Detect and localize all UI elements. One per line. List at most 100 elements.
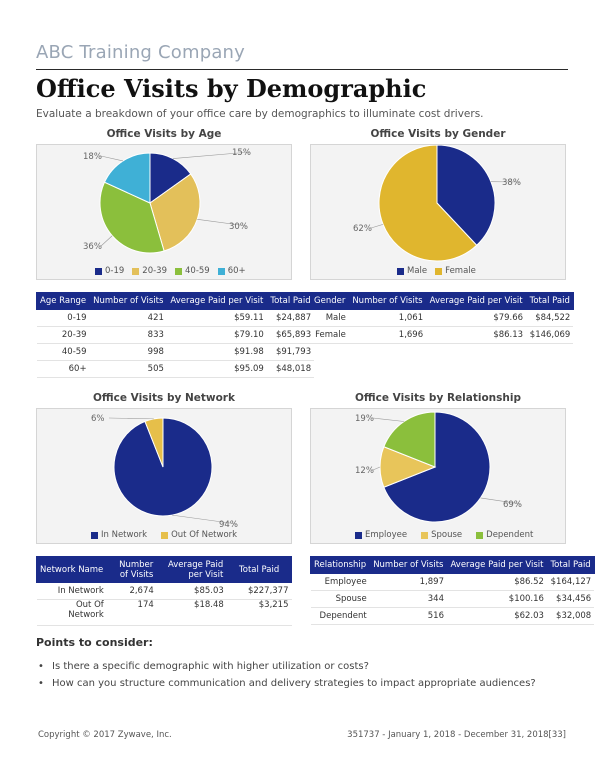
table-cell: $91,793: [266, 343, 315, 361]
pie-slice-20-39: [149, 173, 201, 252]
table-cell: Employee: [310, 573, 370, 591]
gender-chart-panel: 38% 62% Male Female: [310, 144, 566, 280]
leader-line: [372, 417, 405, 422]
legend-swatch: [95, 267, 102, 275]
column-header: Number of Visits: [348, 292, 427, 310]
table-cell: 20-39: [36, 326, 90, 344]
legend-swatch: [132, 267, 140, 275]
legend-item: In Network: [91, 530, 147, 540]
relationship-legend: Employee Spouse Dependent: [355, 530, 533, 540]
legend-swatch: [161, 531, 169, 539]
table-header-row: Network Name Number of Visits Average Pa…: [35, 556, 292, 583]
leader-line: [172, 151, 251, 159]
slice-label: 6%: [91, 414, 105, 424]
slice-label: 69%: [503, 500, 522, 510]
points-list: Is there a specific demographic with hig…: [36, 658, 536, 692]
column-header: Relationship: [309, 556, 371, 574]
table-row: Dependent 516 $62.03 $32,008: [310, 607, 595, 625]
network-table: Network Name Number of Visits Average Pa…: [35, 556, 292, 626]
age-pie-chart: 15% 30% 36% 18%: [83, 148, 251, 254]
table-row: In Network 2,674 $85.03 $227,377: [36, 582, 292, 600]
column-header: Total Paid: [525, 292, 574, 310]
legend-item: Spouse: [421, 530, 462, 540]
table-header-row: Gender Number of Visits Average Paid per…: [309, 292, 574, 310]
column-header: Total Paid: [546, 556, 595, 574]
table-row: 20-39 833 $79.10 $65,893: [36, 326, 315, 344]
column-header: Average Paid per Visit: [446, 556, 548, 574]
legend-item: 20-39: [132, 266, 167, 276]
legend-label: Female: [445, 266, 476, 276]
legend-label: Out Of Network: [171, 530, 238, 540]
table-cell: 2,674: [106, 582, 157, 600]
relationship-chart-title: Office Visits by Relationship: [354, 392, 521, 404]
table-cell: $48,018: [266, 360, 315, 378]
table-row: Out Of Network 174 $18.48 $3,215: [36, 599, 292, 626]
table-row: Female 1,696 $86.13 $146,069: [310, 326, 574, 344]
table-cell: Male: [310, 309, 349, 327]
legend-label: Dependent: [486, 530, 534, 540]
legend-item: Female: [435, 266, 476, 276]
table-cell: 174: [106, 599, 157, 626]
legend-item: Employee: [355, 530, 407, 540]
legend-swatch: [355, 531, 362, 539]
legend-label: In Network: [101, 530, 148, 540]
table-cell: In Network: [36, 582, 107, 600]
legend-item: Male: [397, 266, 427, 276]
table-cell: Dependent: [310, 607, 370, 625]
column-header: Age Range: [35, 292, 91, 310]
slice-label: 36%: [83, 242, 102, 252]
table-cell: 0-19: [36, 309, 90, 327]
leader-line: [172, 514, 238, 525]
table-row: Spouse 344 $100.16 $34,456: [310, 590, 595, 608]
age-table: Age Range Number of Visits Average Paid …: [35, 292, 315, 378]
pie-slice-60-: [103, 152, 151, 204]
table-cell: $100.16: [446, 590, 547, 608]
leader-line: [197, 219, 248, 227]
column-header: Number of Visits: [369, 556, 448, 574]
legend-item: 0-19: [95, 266, 124, 276]
page-title: Office Visits by Demographic: [36, 74, 427, 103]
relationship-pie-chart: 69% 12% 19%: [355, 411, 522, 523]
age-chart-panel: 15% 30% 36% 18% 0-19 20-39 40-59 60+: [36, 144, 292, 280]
legend-swatch: [435, 267, 443, 275]
table-cell: $59.11: [166, 309, 267, 327]
footer-copyright: Copyright © 2017 Zywave, Inc.: [38, 730, 172, 740]
network-legend: In Network Out Of Network: [91, 530, 237, 540]
table-header-row: Relationship Number of Visits Average Pa…: [309, 556, 595, 574]
table-cell: 1,061: [348, 309, 427, 327]
table-cell: $79.66: [426, 309, 527, 327]
table-row: Male 1,061 $79.66 $84,522: [310, 309, 574, 327]
age-chart-title: Office Visits by Age: [106, 128, 222, 140]
legend-swatch: [217, 267, 225, 275]
table-cell: $79.10: [166, 326, 267, 344]
slice-label: 38%: [502, 178, 521, 188]
table-cell: $95.09: [166, 360, 267, 378]
legend-label: Employee: [365, 530, 408, 540]
pie-slice-out-of-network: [144, 417, 164, 468]
table-cell: Female: [310, 326, 349, 344]
table-row: Employee 1,897 $86.52 $164,127: [310, 573, 595, 591]
table-cell: $34,456: [546, 590, 595, 608]
page-subtitle: Evaluate a breakdown of your office care…: [36, 108, 484, 120]
table-cell: 516: [369, 607, 447, 625]
leader-line: [100, 235, 113, 247]
pie-slice-0-19: [149, 152, 192, 204]
legend-swatch: [421, 531, 429, 539]
table-cell: $91.98: [166, 343, 267, 361]
column-header: Total Paid: [226, 556, 292, 583]
table-cell: $164,127: [546, 573, 595, 591]
pie-slice-female: [378, 145, 478, 262]
legend-label: 60+: [227, 266, 246, 276]
column-header: Number of Visits: [89, 292, 168, 310]
table-row: 60+ 505 $95.09 $48,018: [36, 360, 315, 378]
network-chart-title: Office Visits by Network: [93, 392, 235, 404]
table-header-row: Age Range Number of Visits Average Paid …: [35, 292, 315, 310]
age-legend: 0-19 20-39 40-59 60+: [95, 266, 246, 276]
slice-label: 19%: [355, 414, 374, 424]
slice-label: 94%: [219, 520, 238, 530]
table-cell: $32,008: [546, 607, 595, 625]
leader-line: [108, 417, 154, 420]
table-cell: $146,069: [526, 326, 574, 344]
points-heading: Points to consider:: [36, 636, 153, 649]
footer-report-info: 351737 - January 1, 2018 - December 31, …: [347, 730, 566, 740]
